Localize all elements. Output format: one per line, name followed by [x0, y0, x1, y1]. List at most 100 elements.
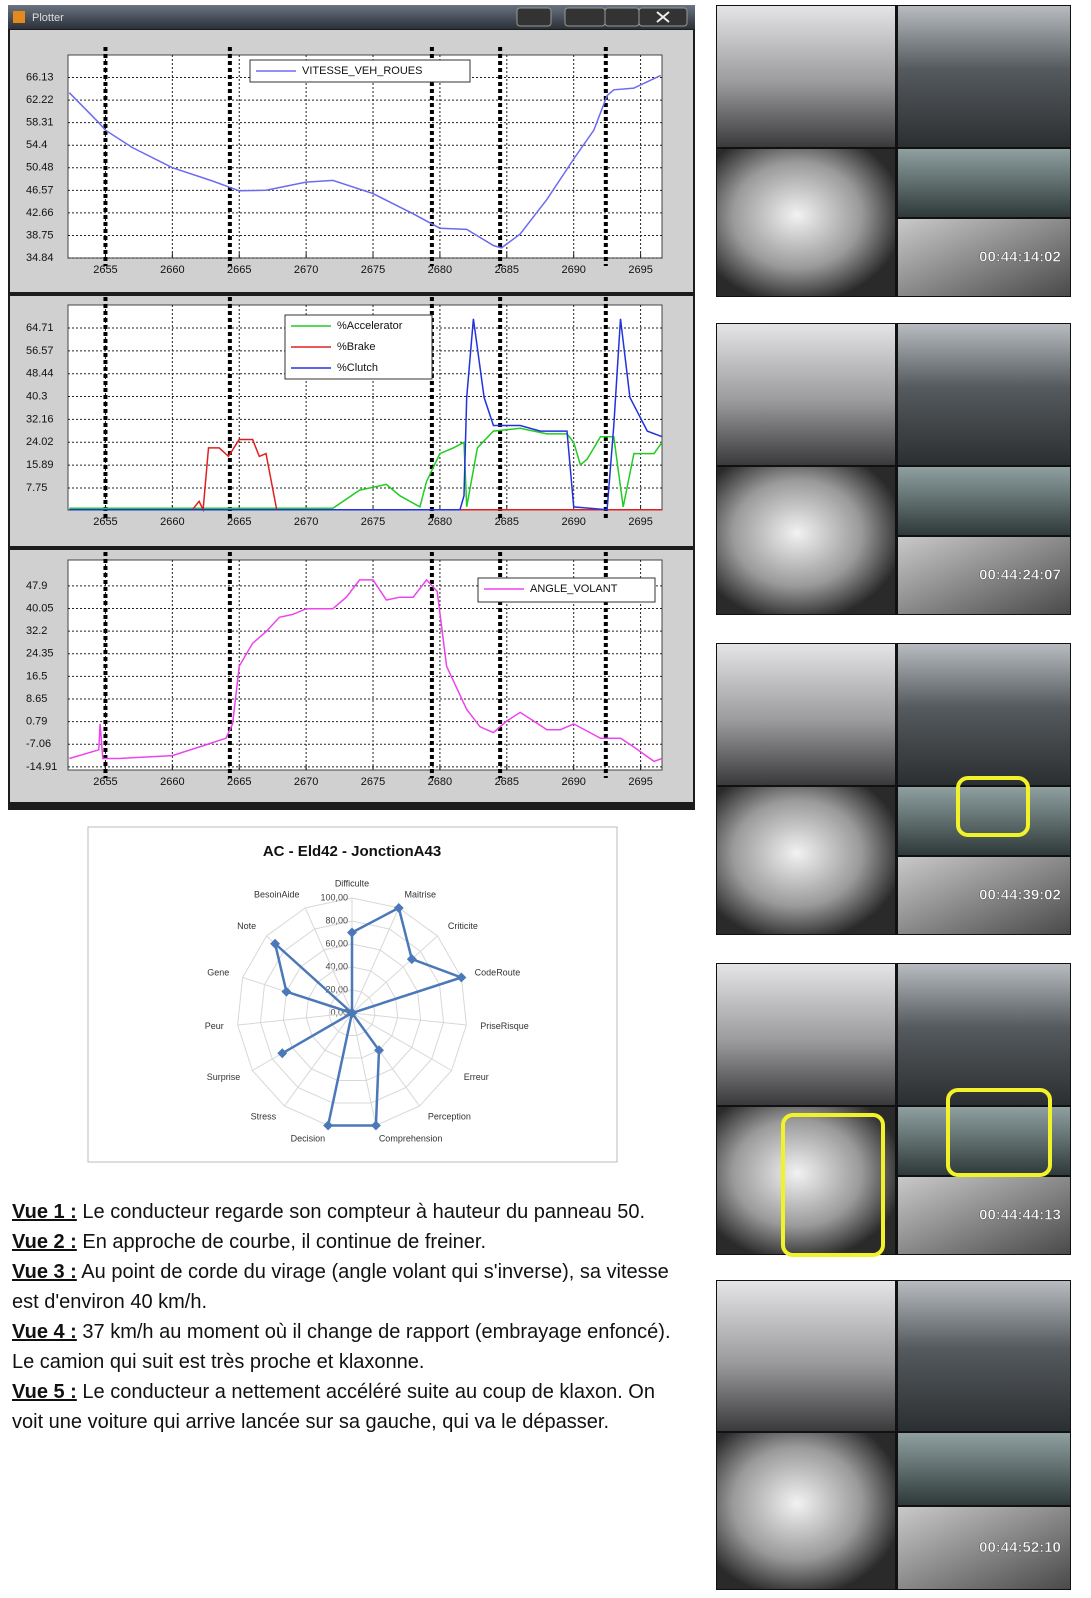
x-tick-label: 2665 — [227, 264, 251, 276]
note-text: Le conducteur a nettement accéléré suite… — [12, 1381, 655, 1433]
minimize-button[interactable] — [564, 7, 606, 27]
category-label: Erreur — [464, 1072, 489, 1082]
y-tick-label: -7.06 — [26, 738, 51, 750]
x-tick-label: 2690 — [561, 776, 585, 788]
camera-view — [898, 1507, 1070, 1589]
x-tick-label: 2675 — [361, 516, 385, 528]
camera-view — [717, 324, 895, 465]
x-tick-label: 2655 — [93, 776, 117, 788]
note-label: Vue 3 : — [12, 1261, 77, 1283]
note-text: Le conducteur regarde son compteur à hau… — [76, 1201, 646, 1223]
y-tick-label: 56.57 — [26, 345, 54, 357]
legend-label: ANGLE_VOLANT — [530, 583, 618, 595]
timestamp: 00:44:39:02 — [979, 886, 1061, 903]
camera-view — [898, 6, 1070, 147]
maximize-button[interactable] — [604, 7, 640, 27]
radar-point — [323, 1120, 334, 1131]
legend-label: %Brake — [337, 341, 376, 353]
note-text: Au point de corde du virage (angle volan… — [12, 1261, 669, 1313]
radar-point — [270, 938, 281, 949]
y-tick-label: 62.22 — [26, 94, 54, 106]
timestamp: 00:44:44:13 — [979, 1206, 1061, 1223]
y-tick-label: 16.5 — [26, 670, 47, 682]
camera-view — [717, 1107, 895, 1254]
note-label: Vue 1 : — [12, 1201, 77, 1223]
camera-view — [898, 857, 1070, 934]
legend-label: %Accelerator — [337, 320, 403, 332]
y-tick-label: 50.48 — [26, 162, 54, 174]
r-tick-label: 20,00 — [325, 984, 348, 994]
legend — [249, 59, 471, 83]
close-icon — [656, 11, 670, 23]
camera-view — [898, 1433, 1070, 1505]
y-tick-label: 64.71 — [26, 322, 54, 334]
category-label: Gene — [207, 968, 229, 978]
radar-point — [277, 1048, 288, 1059]
radar-point — [456, 972, 467, 983]
y-tick-label: 0.79 — [26, 716, 47, 728]
spoke — [284, 1012, 353, 1107]
spoke — [237, 1012, 353, 1026]
x-tick-label: 2690 — [561, 516, 585, 528]
x-tick-label: 2695 — [628, 776, 652, 788]
legend — [477, 577, 656, 603]
video-frame: 00:44:52:10 — [716, 1280, 1071, 1590]
series-line — [68, 74, 662, 249]
spoke — [351, 1012, 467, 1026]
grid-ring — [259, 920, 445, 1104]
y-tick-label: 66.13 — [26, 71, 54, 83]
note-label: Vue 4 : — [12, 1321, 77, 1343]
camera-view — [898, 644, 1070, 785]
chart-title: AC - Eld42 - JonctionA43 — [263, 843, 441, 860]
plot-area — [67, 54, 663, 259]
x-tick-label: 2675 — [361, 776, 385, 788]
x-tick-label: 2685 — [495, 516, 519, 528]
camera-view — [717, 467, 895, 614]
camera-view — [717, 964, 895, 1105]
legend-label: %Clutch — [337, 362, 378, 374]
camera-view — [898, 467, 1070, 535]
category-label: Maitrise — [404, 890, 436, 900]
x-tick-label: 2665 — [227, 516, 251, 528]
r-tick-label: 80,00 — [325, 915, 348, 925]
x-tick-label: 2685 — [495, 776, 519, 788]
video-frame: 00:44:14:02 — [716, 5, 1071, 297]
x-tick-label: 2685 — [495, 264, 519, 276]
category-label: CodeRoute — [475, 968, 521, 978]
series-line — [69, 438, 662, 513]
highlight-box — [956, 776, 1030, 837]
series-line — [69, 578, 663, 763]
y-tick-label: -14.91 — [26, 761, 57, 773]
camera-view — [717, 787, 895, 934]
y-tick-label: 8.65 — [26, 693, 47, 705]
grid-ring — [328, 989, 376, 1036]
category-label: Comprehension — [379, 1134, 443, 1144]
x-tick-label: 2655 — [93, 516, 117, 528]
x-tick-label: 2680 — [428, 516, 452, 528]
grid-ring — [282, 943, 422, 1081]
series-line — [69, 318, 663, 511]
camera-view — [717, 1433, 895, 1589]
category-label: Stress — [251, 1112, 277, 1122]
radar-point — [281, 986, 292, 997]
note: Vue 2 : En approche de courbe, il contin… — [12, 1227, 682, 1257]
camera-view — [898, 219, 1070, 296]
y-tick-label: 7.75 — [26, 482, 47, 494]
x-tick-label: 2660 — [160, 264, 184, 276]
series-line — [69, 427, 663, 510]
x-tick-label: 2695 — [628, 264, 652, 276]
note-text: En approche de courbe, il continue de fr… — [76, 1231, 487, 1253]
timestamp: 00:44:52:10 — [979, 1539, 1061, 1556]
r-tick-label: 60,00 — [325, 938, 348, 948]
radar-point — [374, 1045, 384, 1056]
spoke — [351, 1012, 452, 1071]
y-tick-label: 48.44 — [26, 368, 54, 380]
x-tick-label: 2680 — [428, 264, 452, 276]
y-tick-label: 40.05 — [26, 602, 54, 614]
y-tick-label: 34.84 — [26, 252, 54, 264]
note-label: Vue 5 : — [12, 1381, 77, 1403]
r-tick-label: 100,00 — [320, 892, 348, 902]
dock-button[interactable] — [516, 7, 552, 27]
camera-view — [717, 1281, 895, 1431]
y-tick-label: 15.89 — [26, 459, 54, 471]
